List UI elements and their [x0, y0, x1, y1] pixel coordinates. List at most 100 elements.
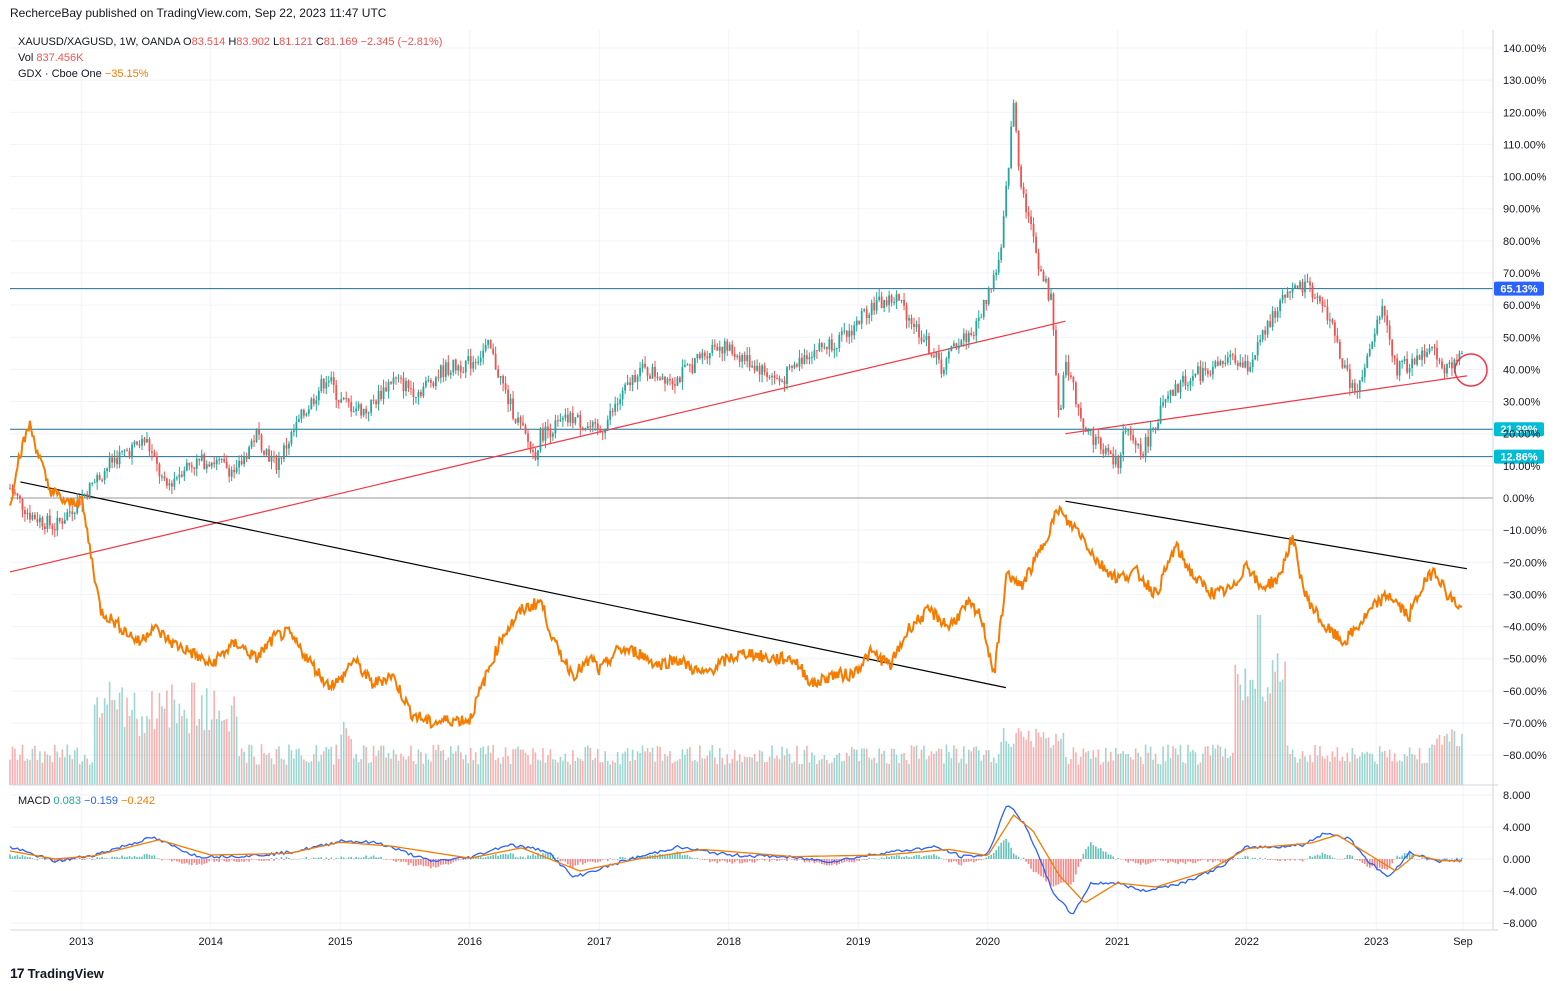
volume-bar: [1266, 687, 1269, 785]
macd-histogram-bar: [1032, 859, 1035, 873]
candle-body: [188, 462, 191, 466]
candle-body: [905, 305, 908, 321]
x-tick-label: 2013: [69, 936, 93, 948]
volume-bar: [163, 708, 166, 785]
volume-bar: [310, 761, 313, 785]
trend-line-black-1[interactable]: [20, 481, 1006, 689]
candle-body: [477, 361, 480, 363]
candle-body: [771, 375, 773, 378]
y-tick-label: −10.00%: [1503, 525, 1547, 537]
volume-bar: [380, 745, 382, 785]
tradingview-footer[interactable]: 17 TradingView: [10, 965, 104, 981]
macd-histogram-bar: [1266, 859, 1269, 860]
macd-histogram-bar: [128, 856, 131, 859]
volume-row[interactable]: Vol 837.456K: [18, 50, 442, 66]
volume-bar: [701, 758, 704, 785]
volume-bar: [723, 764, 726, 785]
volume-bar: [188, 733, 191, 785]
volume-bar: [671, 762, 674, 785]
volume-bar: [529, 764, 532, 785]
macd-histogram-bar: [679, 853, 681, 859]
macd-histogram-bar: [908, 856, 910, 859]
volume-bar: [574, 760, 577, 785]
macd-histogram-bar: [474, 856, 477, 859]
candle-body: [1025, 193, 1027, 213]
macd-histogram-bar: [923, 855, 925, 859]
trend-line-red-2[interactable]: [1065, 375, 1467, 435]
candle-body: [537, 450, 539, 460]
gdx-row[interactable]: GDX · Cboe One −35.15%: [18, 66, 442, 82]
volume-bar: [275, 749, 278, 785]
volume-bar: [355, 754, 357, 785]
macd-histogram-bar: [549, 852, 552, 859]
candle-body: [903, 299, 905, 306]
candle-body: [146, 438, 148, 443]
volume-bar: [778, 759, 781, 785]
candle-body: [31, 514, 34, 520]
volume-bar: [293, 758, 295, 785]
symbol-row[interactable]: XAUUSD/XAGUSD, 1W, OANDA O83.514 H83.902…: [18, 34, 442, 50]
volume-bar: [1159, 764, 1162, 785]
volume-bar: [1281, 679, 1284, 785]
macd-histogram-bar: [975, 859, 978, 861]
volume-bar: [457, 745, 460, 785]
candle-body: [1284, 294, 1286, 298]
candle-body: [943, 369, 945, 374]
macd-histogram-bar: [997, 846, 1000, 859]
volume-bar: [883, 750, 885, 785]
volume-bar: [572, 750, 574, 785]
macd-line[interactable]: [9, 805, 1463, 915]
candle-body: [825, 346, 828, 350]
candle-body: [758, 365, 761, 375]
macd-histogram-bar: [313, 857, 315, 859]
candle-body: [1226, 357, 1229, 363]
candle-body: [833, 348, 836, 351]
candle-body: [614, 403, 617, 412]
candle-body: [773, 375, 776, 379]
volume-bar: [489, 752, 492, 785]
candle-body: [1286, 291, 1289, 298]
macd-histogram-bar: [1334, 858, 1336, 859]
volume-bar: [636, 751, 639, 785]
volume-bar: [1383, 750, 1386, 785]
macd-histogram-bar: [420, 859, 422, 865]
macd-histogram-bar: [1441, 858, 1443, 860]
candle-body: [83, 493, 86, 497]
volume-bar: [639, 752, 641, 785]
gdx-line[interactable]: [9, 420, 1463, 729]
x-tick-label: 2020: [975, 936, 999, 948]
candle-body: [574, 417, 577, 424]
trend-line-red-1[interactable]: [9, 320, 1066, 573]
candle-body: [1276, 311, 1279, 318]
volume-bar: [1192, 749, 1194, 785]
candle-body: [1251, 359, 1254, 367]
candle-body: [1324, 305, 1326, 307]
volume-bar: [1453, 731, 1456, 785]
candle-body: [208, 464, 211, 467]
volume-bar: [283, 759, 285, 785]
volume-bar: [98, 717, 101, 785]
vol-value: 837.456K: [36, 52, 84, 64]
volume-bar: [1443, 735, 1446, 785]
volume-bar: [1304, 756, 1306, 785]
signal-line[interactable]: [9, 814, 1462, 904]
trend-line-black-2[interactable]: [1065, 500, 1467, 570]
candle-body: [355, 408, 358, 412]
candle-body: [778, 378, 781, 382]
candle-body: [591, 422, 594, 427]
candle-body: [200, 454, 203, 461]
candle-body: [791, 366, 793, 368]
candle-body: [1050, 293, 1052, 300]
candle-body: [492, 348, 495, 354]
candle-body: [1441, 361, 1443, 368]
volume-bar: [840, 761, 843, 785]
macd-legend[interactable]: MACD 0.083 −0.159 −0.242: [18, 795, 155, 807]
volume-bar: [1326, 755, 1329, 785]
macd-histogram-bar: [1363, 859, 1366, 864]
macd-histogram-bar: [524, 858, 527, 859]
volume-bar: [1164, 761, 1167, 785]
symbol-name[interactable]: XAUUSD/XAGUSD, 1W, OANDA: [18, 36, 180, 48]
candle-body: [452, 359, 455, 373]
macd-histogram-bar: [156, 858, 158, 859]
